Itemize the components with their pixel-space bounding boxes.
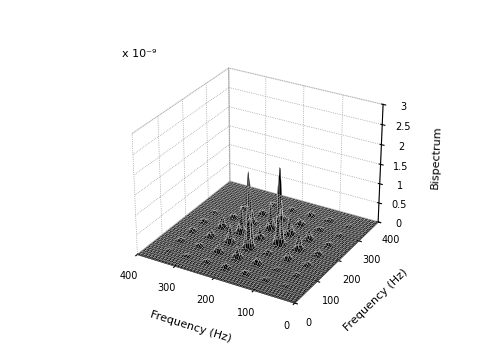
Text: x 10⁻⁹: x 10⁻⁹ bbox=[122, 49, 156, 59]
X-axis label: Frequency (Hz): Frequency (Hz) bbox=[150, 310, 233, 344]
Y-axis label: Frequency (Hz): Frequency (Hz) bbox=[342, 267, 409, 333]
